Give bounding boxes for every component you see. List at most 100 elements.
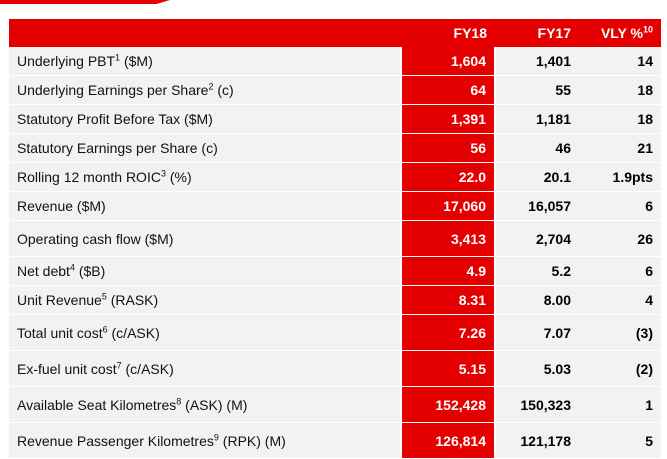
row-label: Unit Revenue5 (RASK) [9,285,401,315]
cell-fy18: 152,428 [400,386,496,423]
row-label: Available Seat Kilometres8 (ASK) (M) [9,386,401,423]
cell-fy17: 8.00 [495,285,579,315]
header-vly: VLY %10 [579,19,661,47]
cell-fy18: 56 [400,133,496,163]
table-row: Underlying Earnings per Share2 (c) 64 55 18 [9,75,661,105]
cell-fy17: 5.03 [495,350,579,387]
footnote-marker: 1 [115,52,121,63]
header-fy17: FY17 [495,19,579,47]
row-unit: (c/ASK) [107,324,160,341]
cell-vly: 1 [579,386,661,423]
table-row: Statutory Profit Before Tax ($M) 1,391 1,1… [9,104,661,134]
header-vly-text: VLY % [600,25,643,41]
cell-vly: 4 [579,285,661,315]
cell-fy18: 7.26 [400,314,496,351]
row-unit: (c/ASK) [121,360,174,377]
row-label-text: Operating cash flow ($M) [17,230,174,247]
row-label: Statutory Profit Before Tax ($M) [9,104,401,134]
row-unit: (c) [213,82,234,98]
footnote-marker: 3 [160,168,166,179]
cell-fy18: 17,060 [400,191,496,221]
cell-vly: 21 [579,133,661,163]
row-label-text: Net debt [17,263,70,279]
row-label: Underlying Earnings per Share2 (c) [9,75,401,105]
row-label: Net debt4 ($B) [9,256,401,286]
row-label: Ex-fuel unit cost7 (c/ASK) [9,350,401,387]
cell-fy18: 126,814 [400,422,496,459]
results-table: FY18 FY17 VLY %10 Underlying PBT1 ($M) 1,… [9,19,661,459]
cell-vly: 18 [579,104,661,134]
table-row: Underlying PBT1 ($M) 1,604 1,401 14 [9,47,661,76]
cell-fy17: 5.2 [495,256,579,286]
cell-fy17: 16,057 [495,191,579,221]
row-label-text: Rolling 12 month ROIC [17,169,161,185]
cell-fy17: 150,323 [495,386,579,423]
row-label-text: Statutory Profit Before Tax ($M) [17,111,213,127]
row-unit: (ASK) (M) [181,396,248,413]
cell-fy18: 8.31 [400,285,496,315]
header-fy18: FY18 [401,19,495,47]
row-label-text: Revenue ($M) [17,198,106,214]
cell-fy17: 1,181 [495,104,579,134]
row-unit: ($B) [74,263,106,279]
table-row: Ex-fuel unit cost7 (c/ASK) 5.15 5.03 (2) [9,350,661,387]
row-label-text: Underlying Earnings per Share [17,82,209,98]
cell-fy17: 46 [495,133,579,163]
cell-fy18: 64 [400,75,496,105]
row-label: Operating cash flow ($M) [9,220,401,257]
row-label: Statutory Earnings per Share (c) [9,133,401,163]
cell-fy18: 22.0 [400,162,496,192]
row-unit: (RASK) [106,292,159,308]
footnote-marker: 7 [116,359,122,370]
table-row: Revenue Passenger Kilometres9 (RPK) (M) 1… [9,422,661,459]
footnote-marker: 4 [69,262,75,273]
cell-vly: 6 [579,191,661,221]
row-unit: (RPK) (M) [218,432,286,449]
footnote-marker: 2 [208,81,214,92]
cell-vly: (3) [579,314,661,351]
row-label-text: Available Seat Kilometres [17,396,177,413]
cell-fy17: 2,704 [495,220,579,257]
row-label-text: Ex-fuel unit cost [17,360,117,377]
row-label: Total unit cost6 (c/ASK) [9,314,401,351]
table-row: Total unit cost6 (c/ASK) 7.26 7.07 (3) [9,314,661,351]
cell-fy18: 1,604 [400,47,496,76]
table-row: Statutory Earnings per Share (c) 56 46 21 [9,133,661,163]
cell-fy18: 4.9 [400,256,496,286]
header-vly-note: 10 [642,24,653,35]
row-label-text: Revenue Passenger Kilometres [17,432,214,449]
table-row: Rolling 12 month ROIC3 (%) 22.0 20.1 1.9pts [9,162,661,192]
row-unit: (%) [165,169,192,185]
row-label: Revenue Passenger Kilometres9 (RPK) (M) [9,422,401,459]
table-row: Unit Revenue5 (RASK) 8.31 8.00 4 [9,285,661,315]
cell-fy17: 55 [495,75,579,105]
cell-vly: 5 [579,422,661,459]
footnote-marker: 8 [176,395,182,406]
row-label-text: Statutory Earnings per Share (c) [17,140,218,156]
row-label-text: Total unit cost [17,324,103,341]
cell-fy17: 20.1 [495,162,579,192]
cell-fy17: 1,401 [495,47,579,76]
cell-fy18: 5.15 [400,350,496,387]
row-label: Revenue ($M) [9,191,401,221]
footnote-marker: 6 [102,323,108,334]
cell-fy18: 1,391 [400,104,496,134]
row-label-text: Unit Revenue [17,292,102,308]
table-row: Net debt4 ($B) 4.9 5.2 6 [9,256,661,286]
table-row: Revenue ($M) 17,060 16,057 6 [9,191,661,221]
row-label-text: Underlying PBT [17,53,116,69]
row-unit: ($M) [120,53,153,69]
cell-vly: 26 [579,220,661,257]
row-label: Underlying PBT1 ($M) [9,47,401,76]
cell-vly: 1.9pts [579,162,661,192]
header-row: FY18 FY17 VLY %10 [9,19,661,47]
cell-vly: 14 [579,47,661,76]
cell-fy17: 121,178 [495,422,579,459]
cell-fy18: 3,413 [400,220,496,257]
accent-stripe [0,0,170,4]
footnote-marker: 5 [101,291,107,302]
table-row: Operating cash flow ($M) 3,413 2,704 26 [9,220,661,257]
cell-vly: 6 [579,256,661,286]
table-row: Available Seat Kilometres8 (ASK) (M) 152,… [9,386,661,423]
cell-vly: 18 [579,75,661,105]
